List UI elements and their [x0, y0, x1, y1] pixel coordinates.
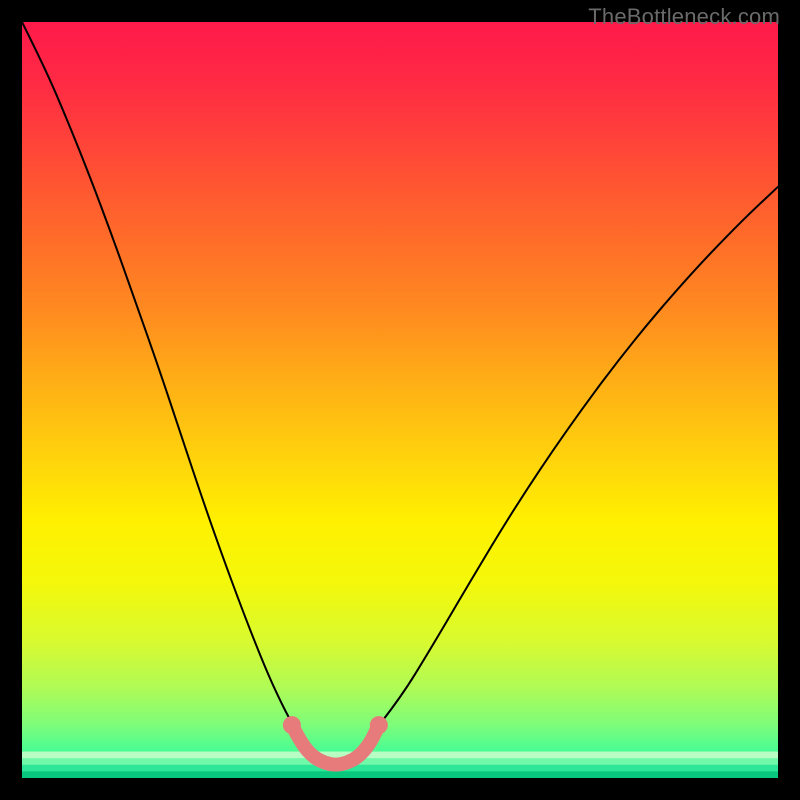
plot-area: [22, 22, 778, 778]
bottleneck-chart: [22, 22, 778, 778]
green-band-stripe: [22, 771, 778, 778]
green-band-stripe: [22, 752, 778, 759]
watermark-text: TheBottleneck.com: [588, 4, 780, 30]
chart-frame: TheBottleneck.com: [0, 0, 800, 800]
trough-bump: [350, 756, 360, 766]
green-band-stripe: [22, 765, 778, 772]
trough-bump: [338, 759, 348, 769]
trough-dot-left: [283, 716, 301, 734]
trough-dot-right: [370, 716, 388, 734]
gradient-background: [22, 22, 778, 778]
green-band-stripe: [22, 758, 778, 765]
trough-bump: [313, 756, 323, 766]
trough-bump: [325, 759, 335, 769]
